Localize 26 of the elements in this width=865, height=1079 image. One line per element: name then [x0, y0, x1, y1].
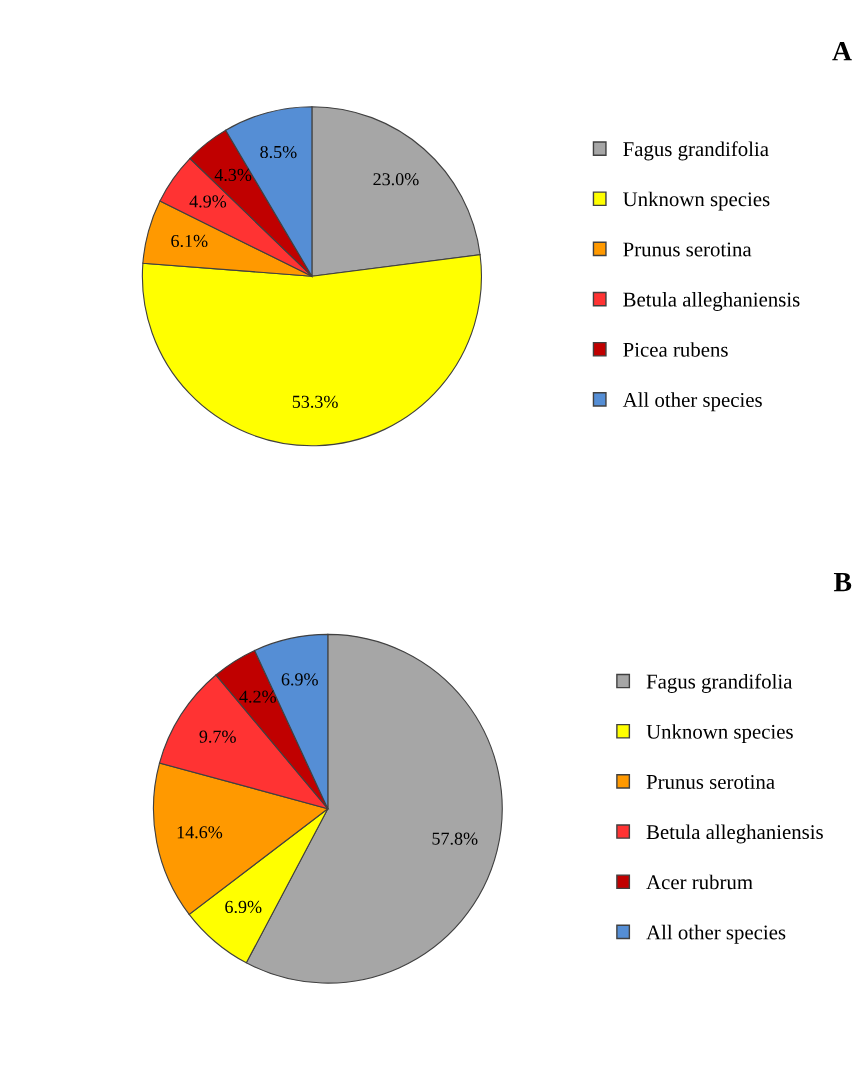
- data-label: 53.3%: [292, 395, 338, 408]
- data-label: 6.9%: [225, 900, 262, 914]
- data-label: 14.6%: [177, 826, 223, 839]
- legend-label: Betula alleghaniensis: [646, 824, 823, 844]
- data-label: 4.3%: [214, 168, 252, 182]
- legend-label: Unknown species: [646, 724, 793, 744]
- legend-label: Acer rubrum: [646, 874, 753, 890]
- legend-label: All other species: [646, 924, 786, 944]
- data-label: 23.0%: [373, 173, 419, 186]
- legend-label: Prunus serotina: [623, 242, 752, 257]
- legend-label: Fagus grandifolia: [646, 673, 793, 693]
- chart-title: B: [833, 572, 852, 592]
- data-label: 9.7%: [199, 730, 236, 743]
- legend-label: All other species: [622, 392, 762, 412]
- data-label: 6.1%: [171, 234, 208, 248]
- data-label: 8.5%: [260, 145, 297, 159]
- legend-label: Fagus grandifolia: [623, 141, 769, 161]
- data-label: 4.9%: [189, 195, 227, 208]
- legend-label: Unknown species: [623, 191, 770, 211]
- data-label: 6.9%: [281, 673, 318, 686]
- data-label: 4.2%: [239, 690, 277, 703]
- legend-label: Prunus serotina: [646, 774, 775, 789]
- legend-label: Betula alleghaniensis: [623, 291, 800, 311]
- legend-label: Picea rubens: [623, 342, 728, 357]
- chart-title: A: [832, 41, 852, 61]
- data-label: 57.8%: [432, 832, 478, 845]
